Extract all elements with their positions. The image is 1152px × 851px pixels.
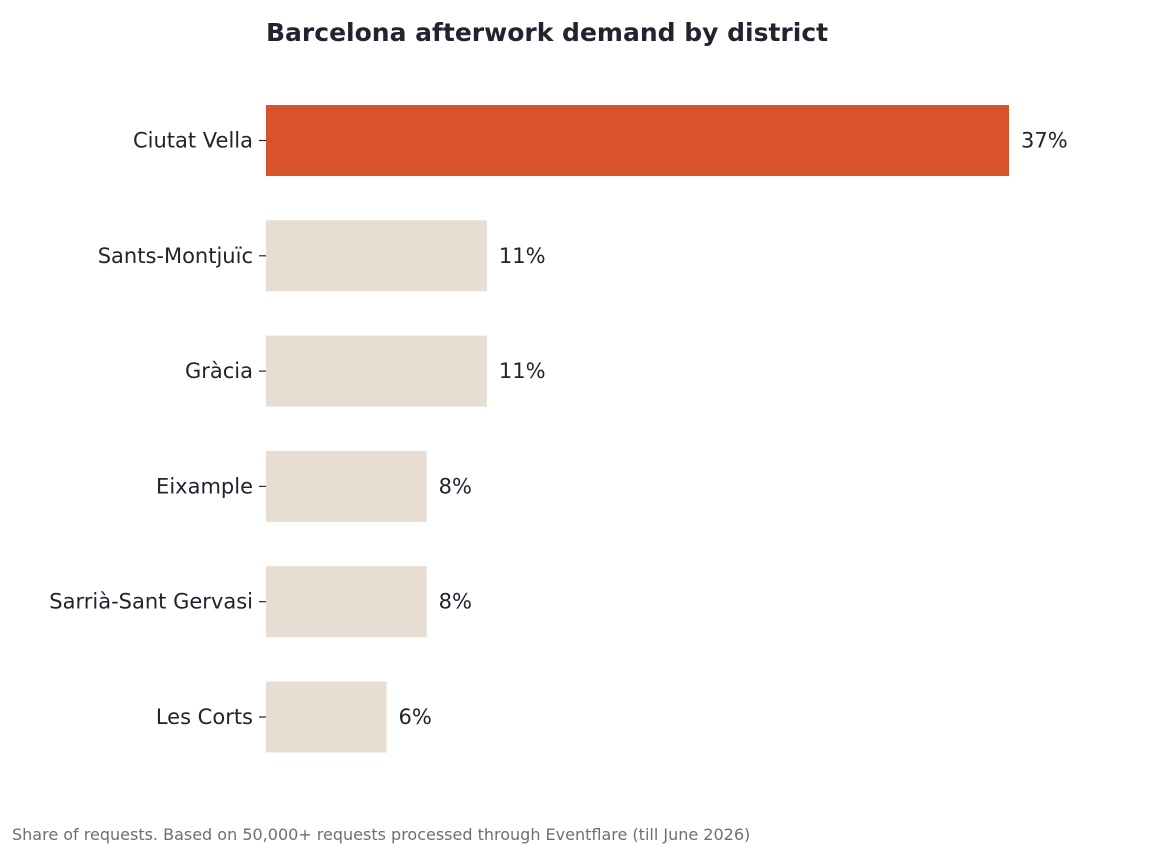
value-label-1: 11% bbox=[499, 244, 546, 268]
chart-footnote: Share of requests. Based on 50,000+ requ… bbox=[12, 825, 751, 844]
category-label-5: Les Corts bbox=[156, 705, 253, 729]
bar-1 bbox=[266, 220, 487, 292]
category-label-4: Sarrià-Sant Gervasi bbox=[49, 590, 253, 614]
bar-3 bbox=[266, 450, 427, 522]
bar-5 bbox=[266, 681, 387, 753]
value-label-4: 8% bbox=[439, 590, 472, 614]
bar-2 bbox=[266, 335, 487, 407]
bar-0 bbox=[266, 105, 1009, 176]
chart-title: Barcelona afterwork demand by district bbox=[266, 18, 829, 47]
category-label-1: Sants-Montjuïc bbox=[98, 244, 253, 268]
category-label-0: Ciutat Vella bbox=[133, 129, 253, 153]
value-label-5: 6% bbox=[398, 705, 431, 729]
bar-4 bbox=[266, 566, 427, 638]
value-label-3: 8% bbox=[439, 474, 472, 498]
category-label-3: Eixample bbox=[156, 474, 253, 498]
category-label-2: Gràcia bbox=[185, 359, 253, 383]
value-label-2: 11% bbox=[499, 359, 546, 383]
value-label-0: 37% bbox=[1021, 129, 1068, 153]
